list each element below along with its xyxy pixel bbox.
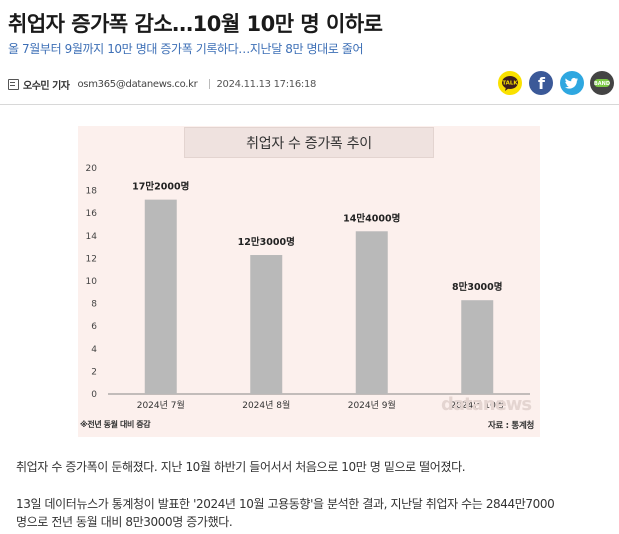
- y-tick-label: 10: [86, 277, 98, 287]
- reporter-icon: [8, 78, 19, 90]
- bar-data-label: 8만3000명: [452, 281, 503, 293]
- header-divider: [0, 104, 619, 105]
- chart-source: 자료 : 통계청: [487, 421, 534, 431]
- article-paragraph-1: 취업자 수 증가폭이 둔해졌다. 지난 10월 하반기 들어서서 처음으로 10…: [16, 460, 466, 474]
- bar-data-label: 14만4000명: [343, 212, 400, 224]
- article-paragraph-2: 13일 데이터뉴스가 통계청이 발표한 '2024년 10월 고용동향'을 분석…: [16, 495, 616, 531]
- byline: 오수민 기자 osm365@datanews.co.kr 2024.11.13 …: [8, 76, 316, 92]
- twitter-icon: [565, 77, 578, 89]
- chart-title: 취업자 수 증가폭 추이: [184, 127, 434, 158]
- x-tick-label: 2024년 8월: [242, 399, 290, 411]
- chart-footnote: ※전년 동월 대비 증감: [80, 420, 151, 429]
- facebook-share-button[interactable]: f: [529, 71, 553, 95]
- bar-chart: 0 2 4 6 8 10 12 14 16 18 20 17만2000명 2024년 7월 12만3000…: [86, 164, 530, 411]
- bar: [144, 199, 177, 394]
- bar: [250, 255, 283, 394]
- chart-infographic: 0 2 4 6 8 10 12 14 16 18 20 17만2000명 2024년 7월 12만3000…: [78, 126, 540, 437]
- y-tick-label: 16: [86, 209, 98, 219]
- bar: [461, 300, 494, 394]
- y-tick-label: 4: [91, 345, 97, 355]
- reporter-email[interactable]: osm365@datanews.co.kr: [77, 78, 198, 90]
- bar-data-label: 17만2000명: [132, 181, 189, 193]
- kakaotalk-icon: TALK: [502, 76, 518, 91]
- article-headline: 취업자 증가폭 감소…10월 10만 명 이하로: [8, 12, 383, 36]
- kakaotalk-share-button[interactable]: TALK: [498, 71, 522, 95]
- y-tick-label: 20: [86, 164, 98, 174]
- y-tick-label: 0: [91, 390, 97, 400]
- y-tick-label: 14: [86, 232, 98, 242]
- publish-date: 2024.11.13 17:16:18: [216, 78, 317, 90]
- band-share-button[interactable]: BAND: [590, 71, 614, 95]
- article-subhead: 올 7월부터 9월까지 10만 명대 증가폭 기록하다…지난달 8만 명대로 줄…: [8, 42, 364, 56]
- y-tick-label: 2: [91, 367, 97, 377]
- x-tick-label: 2024년 9월: [348, 399, 396, 411]
- article-paragraph-2-line-2: 명으로 전년 동월 대비 8만3000명 증가했다.: [16, 515, 233, 529]
- x-tick-label: 2024년 10월: [450, 399, 504, 411]
- bar-data-label: 12만3000명: [238, 236, 295, 248]
- band-icon: BAND: [594, 79, 610, 87]
- facebook-icon: f: [538, 74, 546, 93]
- article-paragraph-2-line-1: 13일 데이터뉴스가 통계청이 발표한 '2024년 10월 고용동향'을 분석…: [16, 497, 555, 511]
- bar: [355, 231, 388, 394]
- reporter-name[interactable]: 오수민 기자: [23, 80, 70, 92]
- x-tick-label: 2024년 7월: [137, 399, 185, 411]
- y-tick-label: 8: [91, 300, 97, 310]
- y-tick-label: 18: [86, 187, 98, 197]
- band-icon-text: BAND: [594, 81, 610, 87]
- twitter-share-button[interactable]: [560, 71, 584, 95]
- chart-watermark: datanews: [441, 394, 532, 415]
- kakaotalk-icon-text: TALK: [502, 81, 518, 87]
- byline-divider: [209, 79, 211, 89]
- facebook-icon-letter: f: [538, 74, 546, 93]
- y-tick-label: 6: [91, 322, 97, 332]
- y-tick-label: 12: [86, 254, 97, 264]
